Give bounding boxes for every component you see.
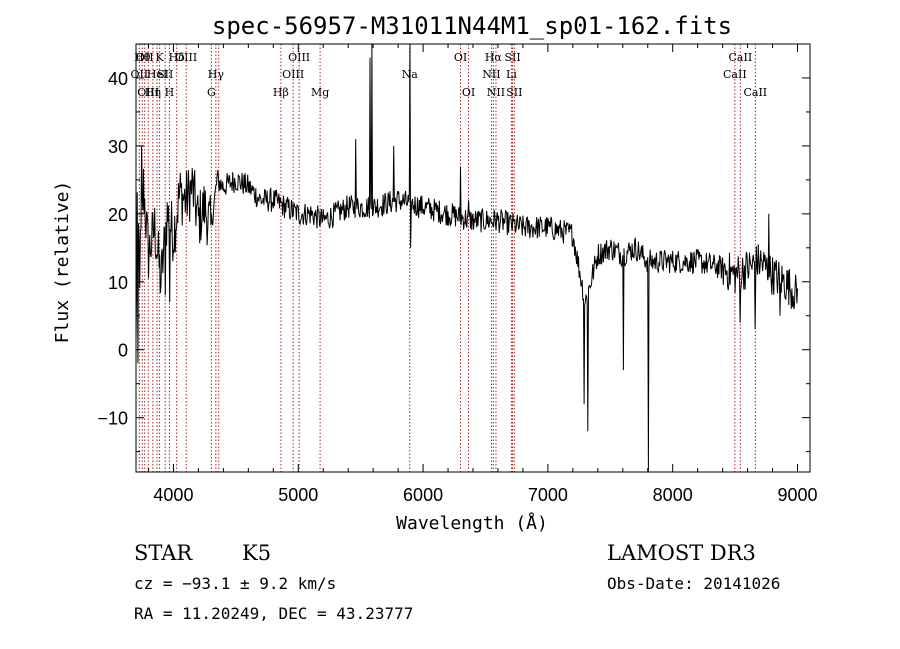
spectral-line-label: CaII xyxy=(729,51,753,64)
spectral-line-label: CaII xyxy=(723,68,747,81)
spectral-line-label: OIII xyxy=(282,68,304,81)
spectral-line-markers xyxy=(138,44,756,472)
spectral-line-label: NII xyxy=(482,68,500,81)
spectral-line-label: HeI xyxy=(147,68,167,81)
spectral-line-label: OIII xyxy=(137,86,159,99)
spectral-line-label: OI xyxy=(462,86,475,99)
spectral-line-label: SII xyxy=(506,86,522,99)
x-tick-label: 8000 xyxy=(653,485,693,505)
spectral-line-label: CaII xyxy=(743,86,767,99)
x-axis-label: Wavelength (Å) xyxy=(396,512,548,534)
spectral-line-label: Hβ xyxy=(273,86,289,99)
spectral-line-label: SII xyxy=(504,51,520,64)
observation-date: Obs-Date: 20141026 xyxy=(607,574,780,593)
spectral-line-label: SII xyxy=(157,68,173,81)
y-tick-label: 20 xyxy=(108,205,128,225)
spectral-line-label: OII xyxy=(131,68,149,81)
axis-ticks xyxy=(136,43,810,472)
y-tick-label: 0 xyxy=(118,341,128,361)
spectral-line-label: OII xyxy=(136,51,154,64)
velocity-readout: cz = −93.1 ± 9.2 km/s xyxy=(134,574,336,593)
spectral-line-labels: OIIHθOIIOIIIHηHeIKSIIHHδOIIIGHγHβOIIIOII… xyxy=(131,51,768,99)
x-tick-label: 6000 xyxy=(403,485,443,505)
spectral-line-label: Li xyxy=(506,68,517,81)
spectral-line-label: Mg xyxy=(311,86,329,99)
spectral-line-label: Hθ xyxy=(134,51,151,64)
spectral-line-label: Hα xyxy=(485,51,503,64)
spectral-line-label: OI xyxy=(454,51,467,64)
coordinates-readout: RA = 11.20249, DEC = 43.23777 xyxy=(134,604,413,623)
object-class: STAR xyxy=(134,541,193,565)
x-tick-label: 5000 xyxy=(278,485,318,505)
spectral-line-label: K xyxy=(155,51,164,64)
spectral-line-label: OIII xyxy=(288,51,310,64)
x-tick-label: 9000 xyxy=(777,485,817,505)
x-tick-label: 4000 xyxy=(153,485,193,505)
spectral-line-label: NII xyxy=(487,86,505,99)
survey-name: LAMOST DR3 xyxy=(607,541,756,565)
y-tick-label: −10 xyxy=(97,409,128,429)
axis-tick-labels: 4000 5000 6000 7000 8000 9000 −10 0 10 20 30 40 xyxy=(97,69,817,505)
object-subclass: K5 xyxy=(242,541,271,565)
y-tick-label: 40 xyxy=(108,69,128,89)
x-tick-label: 7000 xyxy=(528,485,568,505)
spectral-line-label: OIII xyxy=(175,51,197,64)
y-axis-label: Flux (relative) xyxy=(52,181,73,344)
spectral-line-label: H xyxy=(165,86,175,99)
y-tick-label: 30 xyxy=(108,137,128,157)
spectral-line-label: Hγ xyxy=(208,68,225,81)
y-tick-label: 10 xyxy=(108,273,128,293)
spectral-line-label: G xyxy=(207,86,216,99)
spectral-line-label: Hη xyxy=(145,86,161,99)
chart-title: spec-56957-M31011N44M1_sp01-162.fits xyxy=(212,12,732,40)
spectral-line-label: Hδ xyxy=(169,51,186,64)
spectrum-line xyxy=(135,43,798,473)
